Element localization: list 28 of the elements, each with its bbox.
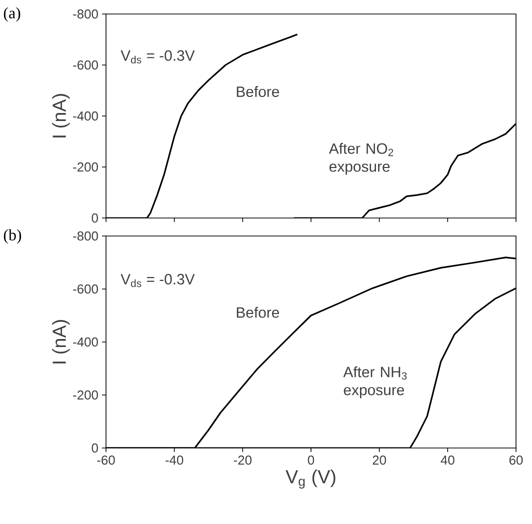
y-axis-title: I (nA) [52,94,70,138]
y-tick-label: -800 [73,231,98,241]
y-tick-label: 0 [92,213,98,223]
x-tick-label: 40 [440,456,454,465]
series-label: Before [236,86,280,97]
y-tick-label: -400 [73,337,98,347]
x-axis-title: V$_{g}$ (V) [286,470,336,489]
y-tick-label: -200 [73,390,98,400]
annotation: V$_{ds}$ = -0.3V [120,50,195,64]
x-tick-label: 60 [509,456,523,465]
chart-title: (a) [4,7,20,22]
y-tick-label: -200 [73,162,98,172]
y-axis-title: I (nA) [52,320,70,364]
y-tick-label: -400 [73,111,98,121]
chart-title: (b) [4,229,22,244]
y-tick-label: -600 [73,284,98,294]
x-tick-label: 0 [308,456,314,465]
series-label: After NH$_{3}$ exposure [343,366,407,398]
y-tick-label: -800 [73,9,98,19]
series-label: After NO$_{2}$ exposure [328,142,394,175]
y-tick-label: -600 [73,60,98,70]
y-tick-label: 0 [92,443,98,453]
x-tick-label: 20 [372,456,386,465]
series-label: Before [236,306,280,318]
x-tick-label: -20 [234,456,252,465]
annotation: V$_{ds}$ = -0.3V [120,274,195,288]
x-tick-label: -60 [97,456,115,465]
x-tick-label: -40 [166,456,184,465]
